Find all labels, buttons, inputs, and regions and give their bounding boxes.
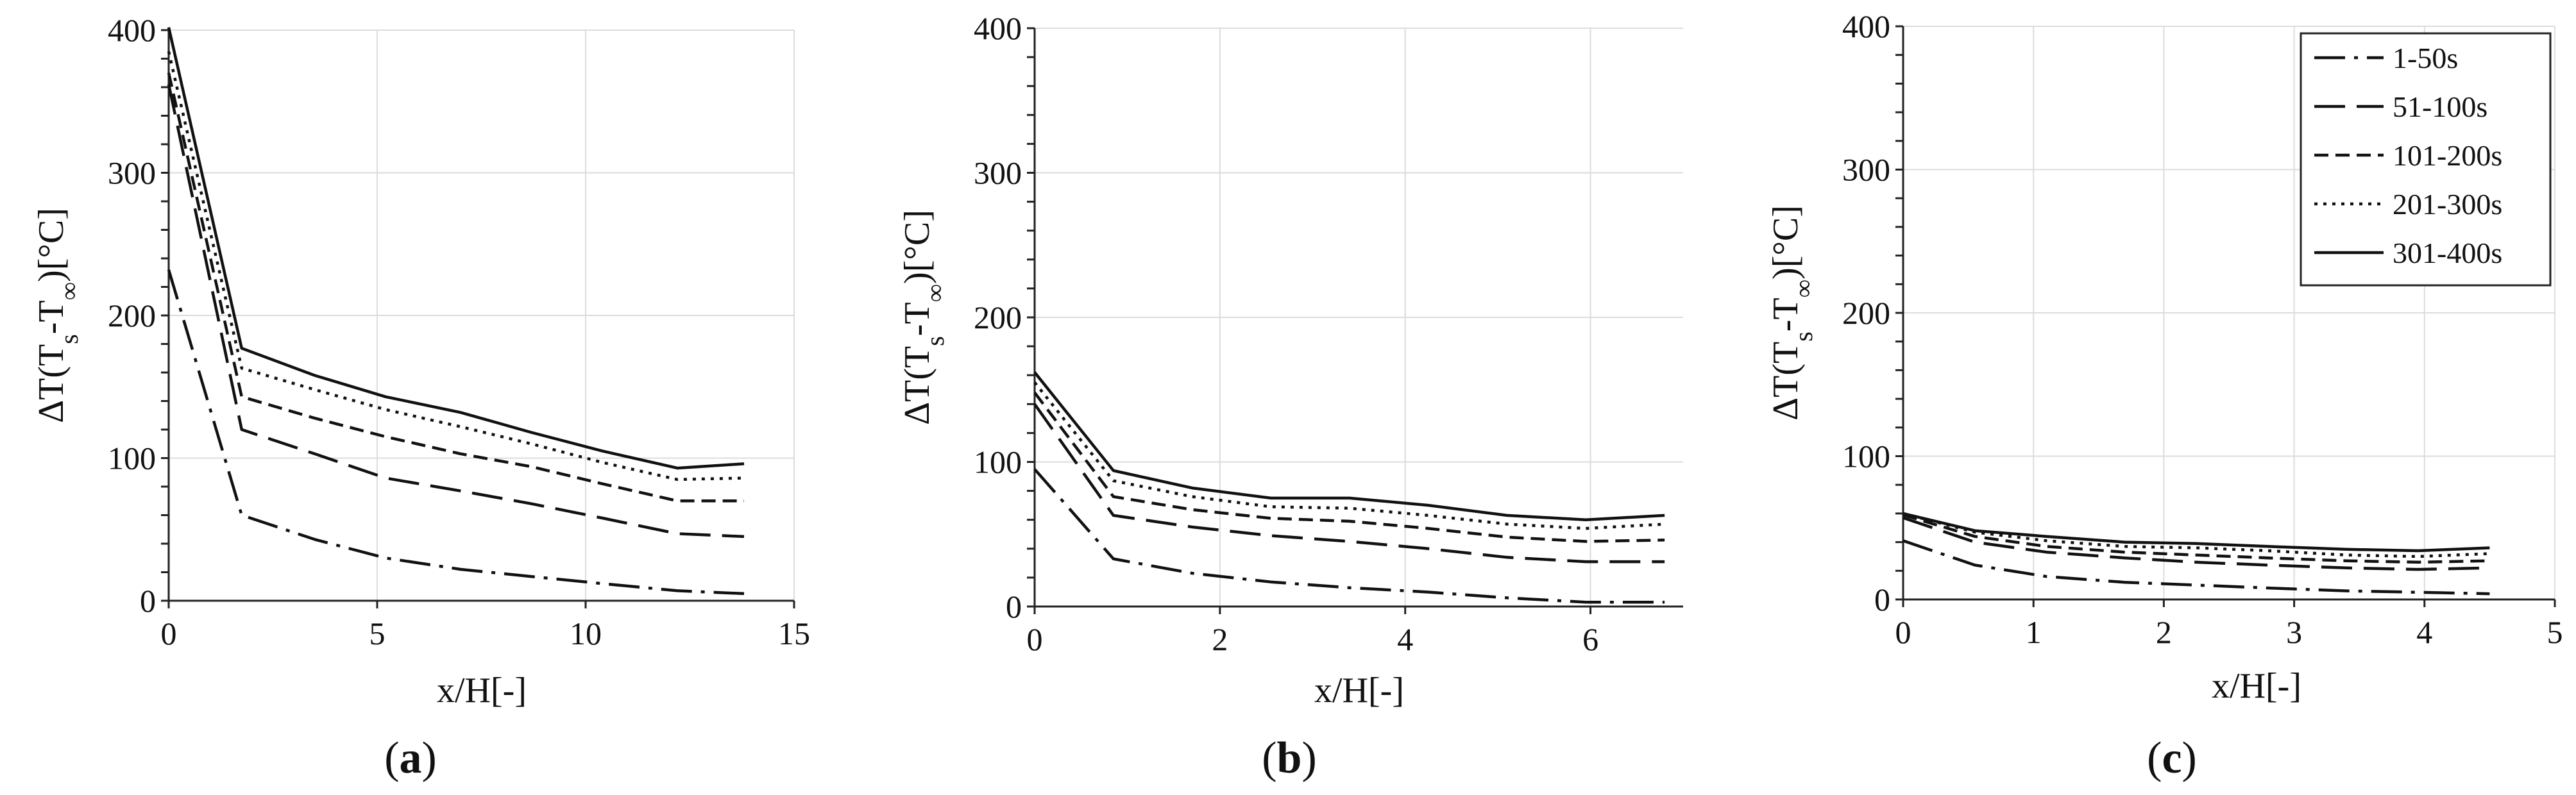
x-tick-label-c: 1 [2026,614,2042,650]
chart-panel-b: 0 100 200 300 400 0 2 4 6 ΔT(Ts-T∞)[°C] [897,10,1683,657]
panel-label-b: (b) [1262,733,1317,783]
chart-panel-a: 0 100 200 300 400 0 5 10 15 ΔT(Ts-T∞)[°C] [31,12,810,651]
x-axis-label-b: x/H[-] [1314,671,1404,710]
legend-frame [2300,32,2552,287]
x-tick-label-c: 0 [1895,614,1911,650]
panel-label-a: (a) [384,733,437,783]
series-line-c-201-300s [1902,512,2490,558]
series-line-c-101-200s [1902,513,2490,564]
series-line-a-1-50s [167,269,745,596]
x-tick-label-a: 5 [369,615,386,651]
x-tick-label-b: 4 [1397,621,1413,657]
series-line-b-101-200s [1033,391,1665,543]
y-tick-label-a: 100 [108,440,156,476]
legend: 1-50s 51-100s 101-200s 201-300s 301-400s [2300,32,2552,287]
y-tick-label-b: 0 [1006,589,1022,624]
y-tick-label-a: 0 [140,583,156,619]
y-tick-label-a: 400 [108,12,156,48]
legend-label-51-100s: 51-100s [2393,90,2487,123]
legend-label-201-300s: 201-300s [2393,188,2502,221]
x-tick-label-c: 4 [2416,614,2432,650]
series-line-c-1-50s [1902,539,2490,596]
x-tick-label-b: 0 [1027,621,1043,657]
legend-label-1-50s: 1-50s [2393,42,2458,74]
y-axis-label-a: ΔT(Ts-T∞)[°C] [31,208,83,423]
y-tick-label-b: 200 [974,299,1022,335]
legend-label-101-200s: 101-200s [2393,139,2502,172]
series-line-b-1-50s [1033,468,1665,604]
y-tick-label-a: 200 [108,297,156,333]
x-tick-label-a: 15 [778,615,810,651]
x-tick-label-c: 5 [2547,614,2563,650]
y-tick-label-c: 0 [1874,582,1890,617]
x-tick-label-b: 2 [1212,621,1228,657]
series-line-c-51-100s [1902,516,2490,571]
x-tick-label-c: 2 [2156,614,2172,650]
series-line-a-301-400s [167,27,745,470]
series-line-a-101-200s [167,72,744,503]
y-tick-label-b: 400 [974,10,1022,46]
series-line-b-301-400s [1033,371,1665,521]
series-line-a-51-100s [167,84,745,539]
y-tick-label-b: 300 [974,155,1022,191]
y-tick-label-a: 300 [108,155,156,191]
series-line-b-51-100s [1033,403,1665,564]
series-line-b-201-300s [1033,381,1665,530]
x-axis-label-a: x/H[-] [437,671,527,710]
y-tick-label-c: 100 [1842,439,1890,474]
y-tick-label-c: 400 [1842,8,1890,44]
chart-panel-c: 0 100 200 300 400 0 1 2 3 4 5 ΔT(Ts-T∞)[°C] [1766,8,2563,650]
y-tick-label-b: 100 [974,444,1022,480]
y-tick-label-c: 300 [1842,152,1890,188]
legend-label-301-400s: 301-400s [2393,237,2502,269]
series-line-c-301-400s [1902,512,2490,553]
y-axis-label-c: ΔT(Ts-T∞)[°C] [1766,205,1818,421]
y-axis-label-b: ΔT(Ts-T∞)[°C] [897,210,949,425]
x-tick-label-b: 6 [1582,621,1598,657]
panel-label-c: (c) [2147,733,2197,783]
series-line-a-201-300s [167,51,745,481]
x-tick-label-a: 0 [161,615,177,651]
y-tick-label-c: 200 [1842,295,1890,331]
x-axis-label-c: x/H[-] [2212,666,2301,706]
x-tick-label-a: 10 [570,615,602,651]
x-tick-label-c: 3 [2286,614,2302,650]
